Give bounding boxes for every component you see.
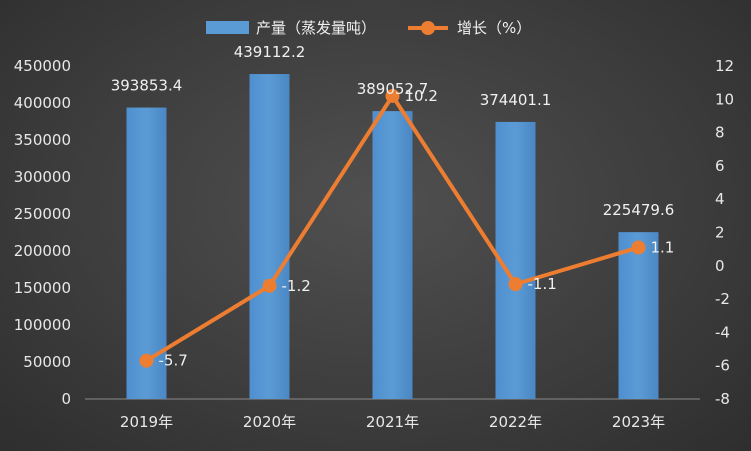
bar	[372, 111, 413, 399]
bar-series	[126, 74, 659, 400]
right-tick-label: 2	[715, 224, 725, 242]
right-tick-label: -2	[715, 290, 730, 308]
left-tick-label: 150000	[14, 279, 71, 297]
x-tick-label: 2020年	[243, 413, 296, 431]
x-tick-label: 2019年	[120, 413, 173, 431]
line-point	[508, 277, 523, 292]
left-tick-label: 100000	[14, 316, 71, 334]
bar-value-label: 389052.7	[357, 80, 429, 98]
line-value-label: 10.2	[405, 87, 438, 105]
right-tick-label: -4	[715, 323, 730, 341]
left-tick-label: 200000	[14, 242, 71, 260]
right-tick-label: 10	[715, 90, 734, 108]
left-tick-label: 50000	[23, 353, 71, 371]
bar	[249, 74, 290, 399]
right-tick-label: 12	[715, 57, 734, 75]
line-value-label: -1.2	[282, 277, 311, 295]
right-tick-label: -6	[715, 357, 730, 375]
right-tick-label: 0	[715, 257, 725, 275]
x-tick-label: 2021年	[366, 413, 419, 431]
line-value-label: 1.1	[651, 238, 675, 256]
line-value-label: -1.1	[528, 275, 557, 293]
left-tick-label: 350000	[14, 131, 71, 149]
line-series	[139, 88, 646, 368]
right-tick-label: 6	[715, 157, 725, 175]
legend-bar-swatch	[206, 21, 249, 34]
left-tick-label: 0	[61, 390, 71, 408]
x-tick-label: 2022年	[489, 413, 542, 431]
right-tick-label: 8	[715, 124, 725, 142]
line-value-label: -5.7	[159, 352, 188, 370]
left-tick-label: 450000	[14, 57, 71, 75]
bar-value-label: 393853.4	[111, 77, 183, 95]
x-axis: 2019年 2020年 2021年 2022年 2023年	[85, 398, 700, 431]
data-labels: 393853.4 439112.2 389052.7 374401.1 225479.6…	[111, 43, 675, 370]
line-point	[139, 353, 154, 368]
legend-bar-label: 产量（蒸发量吨）	[256, 19, 376, 37]
bar-value-label: 374401.1	[480, 91, 552, 109]
legend-line-marker	[421, 21, 435, 35]
legend: 产量（蒸发量吨） 增长（%）	[206, 19, 531, 37]
left-tick-label: 250000	[14, 205, 71, 223]
bar-value-label: 225479.6	[603, 201, 675, 219]
legend-line-label: 增长（%）	[457, 19, 531, 37]
right-axis: -8 -6 -4 -2 0 2 4 6 8 10 12	[715, 57, 734, 408]
right-tick-label: -8	[715, 390, 730, 408]
left-tick-label: 400000	[14, 94, 71, 112]
line-point	[262, 278, 277, 293]
left-tick-label: 300000	[14, 168, 71, 186]
line-point	[385, 88, 400, 103]
x-tick-label: 2023年	[612, 413, 665, 431]
bar	[618, 232, 659, 399]
line-point	[631, 240, 646, 255]
bar-value-label: 439112.2	[234, 43, 306, 61]
right-tick-label: 4	[715, 190, 725, 208]
left-axis: 0 50000 100000 150000 200000 250000 300000 3500…	[14, 57, 71, 408]
